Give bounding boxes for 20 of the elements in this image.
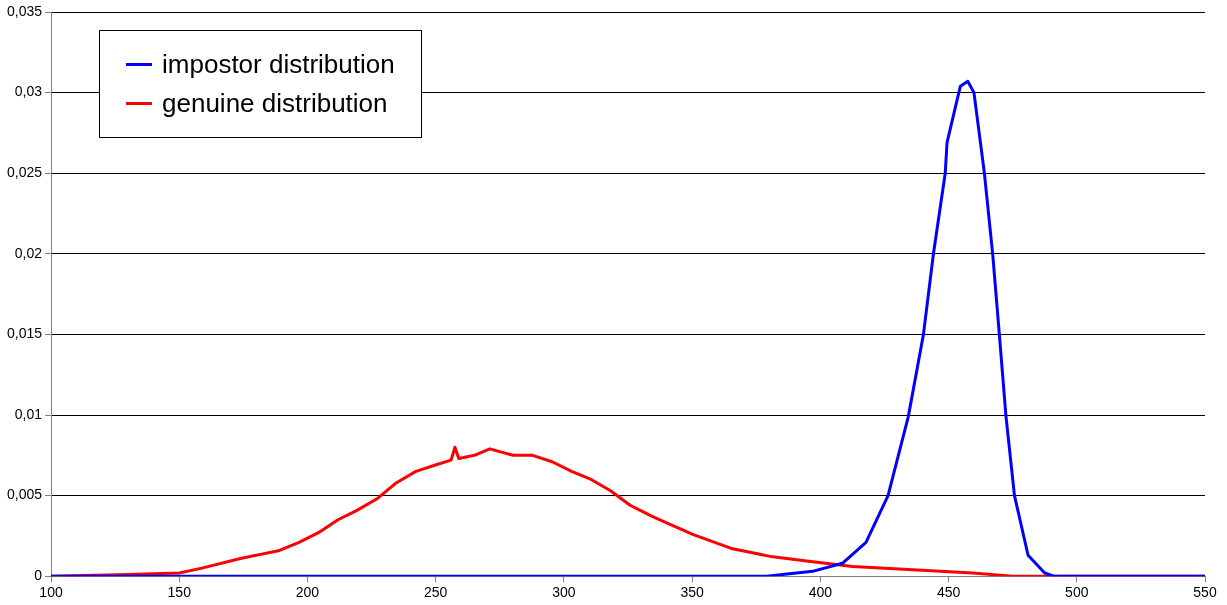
x-tick-label: 200 [295, 584, 320, 601]
y-tick-label: 0,015 [6, 325, 43, 342]
x-tick-label: 500 [1065, 584, 1089, 601]
x-tick-label: 350 [680, 584, 705, 601]
x-tick-label: 550 [1193, 584, 1217, 601]
x-tick-label: 250 [424, 584, 448, 601]
legend-label: impostor distribution [162, 49, 395, 80]
x-tick-label: 450 [936, 584, 961, 601]
legend-label: genuine distribution [162, 88, 388, 119]
y-tick-label: 0,03 [14, 83, 43, 100]
y-tick-label: 0,025 [6, 164, 43, 181]
x-tick-label: 150 [167, 584, 192, 601]
x-tick-label: 300 [552, 584, 576, 601]
y-tick-label: 0,035 [6, 2, 43, 19]
x-tick-label: 400 [808, 584, 833, 601]
y-tick-label: 0 [34, 567, 43, 584]
y-tick-label: 0,02 [14, 244, 43, 261]
y-tick-label: 0,005 [6, 486, 43, 503]
y-tick-label: 0,01 [14, 405, 43, 422]
x-tick-label: 100 [39, 584, 63, 601]
